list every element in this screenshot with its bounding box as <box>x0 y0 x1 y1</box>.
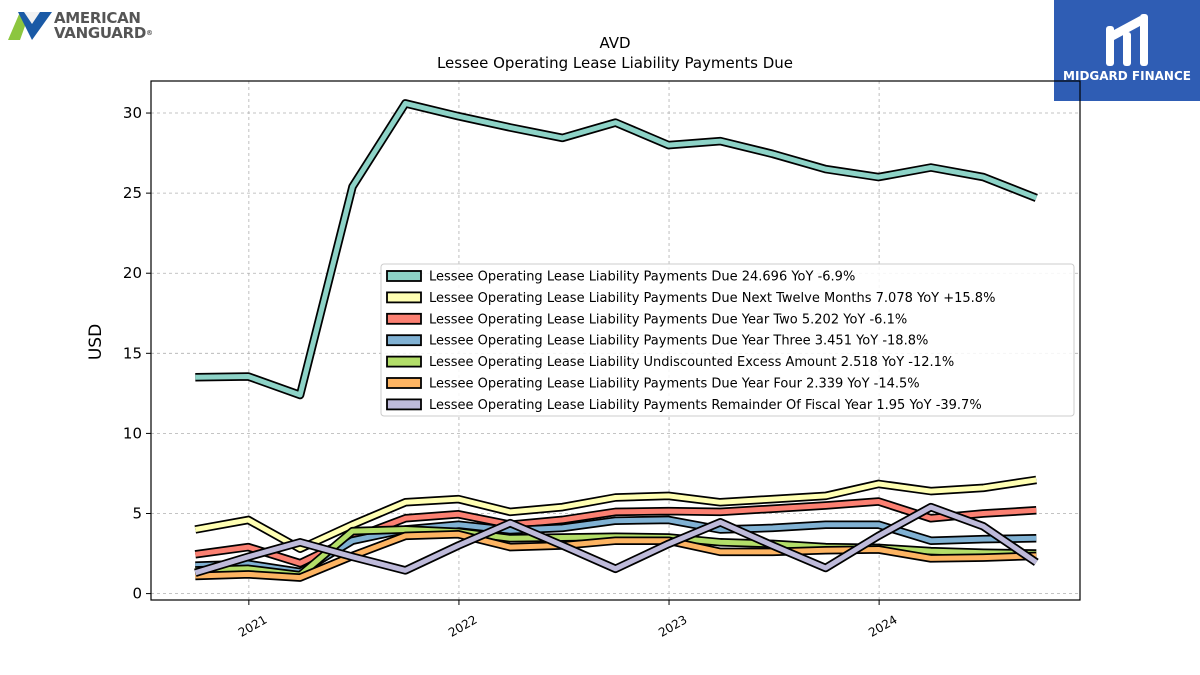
brand-line-1: AMERICAN <box>54 9 141 27</box>
series-line <box>194 504 1038 576</box>
legend-swatch <box>386 398 422 411</box>
y-tick-label: 10 <box>123 424 142 442</box>
legend-label: Lessee Operating Lease Liability Payment… <box>429 270 855 285</box>
brand-line-2: VANGUARD <box>54 24 146 42</box>
y-tick-label: 15 <box>123 344 142 362</box>
legend: Lessee Operating Lease Liability Payment… <box>380 263 1075 417</box>
american-vanguard-logo: AMERICAN VANGUARD® <box>8 8 168 48</box>
legend-label: Lessee Operating Lease Liability Payment… <box>429 291 995 306</box>
plot-frame <box>150 80 1081 601</box>
x-tick-label: 2021 <box>236 612 269 639</box>
legend-label: Lessee Operating Lease Liability Payment… <box>429 398 982 413</box>
legend-label: Lessee Operating Lease Liability Payment… <box>429 377 920 392</box>
series-line <box>195 531 1037 581</box>
legend-swatch <box>386 355 422 368</box>
y-tick-label: 30 <box>123 104 142 122</box>
american-vanguard-wordmark: AMERICAN VANGUARD® <box>54 11 153 41</box>
vanguard-chevron-icon <box>8 12 52 40</box>
legend-label: Lessee Operating Lease Liability Undisco… <box>429 355 954 370</box>
midgard-finance-wordmark: MIDGARD FINANCE <box>1063 69 1191 83</box>
legend-swatch <box>386 291 422 304</box>
y-tick-label: 5 <box>132 505 142 523</box>
chart-title: AVD <box>599 34 630 52</box>
midgard-m-icon <box>1106 14 1148 66</box>
legend-swatch <box>386 377 422 389</box>
chart-subtitle: Lessee Operating Lease Liability Payment… <box>437 54 793 72</box>
legend-label: Lessee Operating Lease Liability Payment… <box>429 312 907 327</box>
x-tick-label: 2023 <box>656 612 689 639</box>
x-tick-label: 2022 <box>446 612 479 639</box>
legend-swatch <box>386 312 422 325</box>
legend-swatch <box>386 270 422 282</box>
x-tick-label: 2024 <box>866 612 899 639</box>
series-lines <box>194 99 1039 582</box>
midgard-finance-logo: MIDGARD FINANCE <box>1054 0 1200 101</box>
series-line <box>194 477 1037 552</box>
y-axis-label: USD <box>86 324 106 360</box>
legend-swatch <box>386 334 422 347</box>
y-tick-label: 25 <box>123 184 142 202</box>
y-tick-label: 20 <box>123 264 142 282</box>
series-line <box>195 100 1038 398</box>
legend-label: Lessee Operating Lease Liability Payment… <box>429 334 928 349</box>
y-tick-label: 0 <box>132 585 142 603</box>
legend-box <box>380 263 1075 417</box>
registered-mark: ® <box>146 29 153 37</box>
